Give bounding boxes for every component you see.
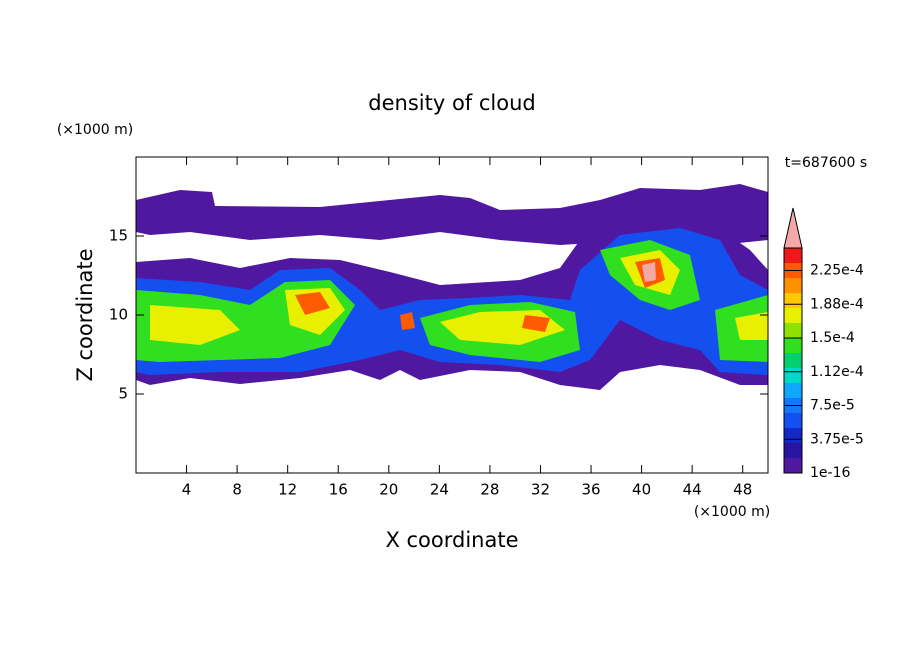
x-tick-label: 24 (430, 481, 449, 499)
colorbar-tick-label: 3.75e-5 (810, 431, 864, 447)
colorbar-band (784, 413, 802, 428)
x-tick-label: 16 (329, 481, 348, 499)
y-tick-label: 10 (109, 306, 128, 324)
x-axis-title: X coordinate (385, 528, 518, 552)
y-tick-label: 5 (118, 385, 128, 403)
colorbar-band (784, 383, 802, 398)
x-tick-label: 4 (182, 481, 192, 499)
colorbar-band (784, 353, 802, 368)
y-tick-label: 15 (109, 227, 128, 245)
colorbar-band (784, 278, 802, 293)
colorbar-tick-label: 1.12e-4 (810, 364, 864, 380)
cloud-region (136, 184, 768, 245)
y-unit: (×1000 m) (57, 122, 133, 138)
colorbar-tick-label: 1e-16 (810, 465, 850, 481)
chart-title: density of cloud (368, 91, 535, 115)
x-unit: (×1000 m) (694, 504, 770, 520)
colorbar-tick-label: 2.25e-4 (810, 263, 864, 279)
x-tick-label: 20 (379, 481, 398, 499)
cloud-region (150, 250, 768, 345)
cloud-field (136, 184, 768, 390)
x-tick-label: 8 (232, 481, 242, 499)
colorbar-over (783, 207, 803, 249)
colorbar-tick-label: 7.5e-5 (810, 398, 855, 414)
colorbar-band (784, 443, 802, 458)
x-tick-label: 40 (632, 481, 651, 499)
colorbar-band (784, 368, 802, 383)
x-tick-label: 32 (531, 481, 550, 499)
colorbar-band (784, 293, 802, 308)
colorbar-band (784, 458, 802, 473)
colorbar-band (784, 308, 802, 323)
colorbar-band (784, 338, 802, 353)
cloud-region (642, 262, 656, 282)
time-label: t=687600 s (785, 155, 867, 171)
x-tick-label: 36 (581, 481, 600, 499)
x-tick-label: 44 (683, 481, 702, 499)
x-tick-label: 48 (733, 481, 752, 499)
colorbar-band (784, 428, 802, 443)
colorbar-band (784, 323, 802, 338)
x-tick-label: 12 (278, 481, 297, 499)
colorbar-tick-label: 1.88e-4 (810, 296, 864, 312)
colorbar-tick-label: 1.5e-4 (810, 330, 855, 346)
x-tick-label: 28 (480, 481, 499, 499)
y-axis-title: Z coordinate (73, 248, 97, 381)
colorbar-band (784, 248, 802, 263)
